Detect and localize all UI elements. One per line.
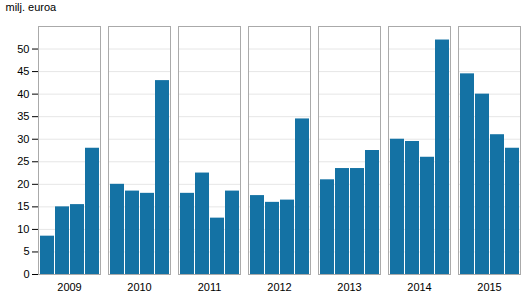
svg-text:0: 0 xyxy=(23,268,29,280)
svg-text:milj. euroa: milj. euroa xyxy=(6,1,58,13)
svg-text:5: 5 xyxy=(23,245,29,257)
svg-text:35: 35 xyxy=(17,110,29,122)
svg-text:2015: 2015 xyxy=(477,281,501,293)
svg-text:25: 25 xyxy=(17,155,29,167)
svg-text:50: 50 xyxy=(17,43,29,55)
svg-text:2011: 2011 xyxy=(198,281,222,293)
svg-text:15: 15 xyxy=(17,200,29,212)
svg-text:2013: 2013 xyxy=(337,281,361,293)
svg-text:2014: 2014 xyxy=(407,281,431,293)
svg-text:30: 30 xyxy=(17,133,29,145)
svg-text:40: 40 xyxy=(17,88,29,100)
svg-text:45: 45 xyxy=(17,65,29,77)
svg-text:10: 10 xyxy=(17,223,29,235)
svg-text:20: 20 xyxy=(17,178,29,190)
svg-text:2012: 2012 xyxy=(267,281,291,293)
svg-text:2010: 2010 xyxy=(127,281,151,293)
svg-text:2009: 2009 xyxy=(57,281,81,293)
